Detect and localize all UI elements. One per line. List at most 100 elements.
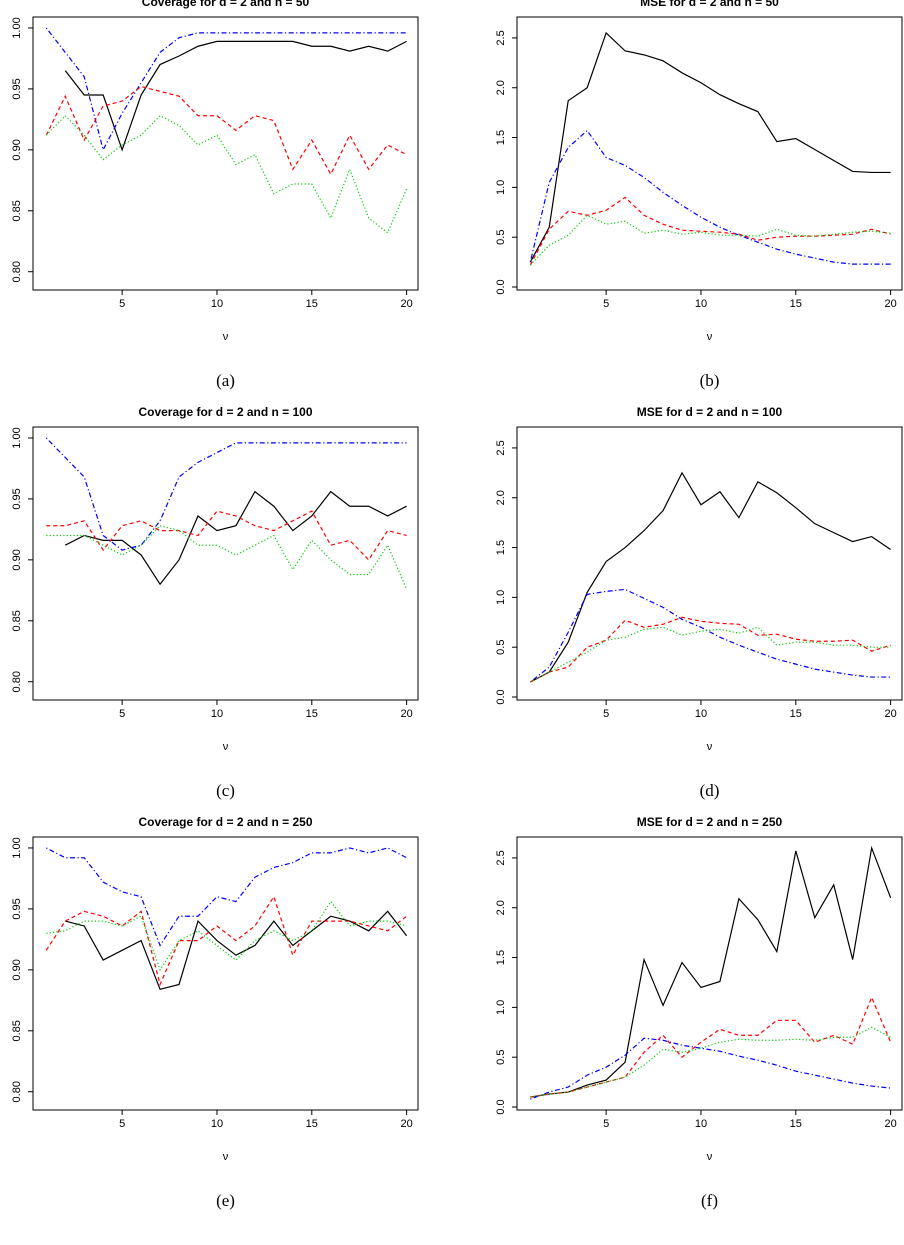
x-axis-label: ν [223, 1151, 229, 1163]
series-line [64, 40, 407, 152]
y-tick-label: 2.0 [495, 80, 507, 95]
x-tick-label: 15 [306, 708, 318, 720]
y-tick-label: 0.5 [495, 640, 507, 655]
plot-box [32, 16, 419, 291]
panel: Coverage for d = 2 and n = 50 5 10 15 20 0.80… [11, 0, 419, 390]
panel: MSE for d = 2 and n = 100 5 10 15 20 0.0 0.5 1.… [495, 405, 903, 800]
x-tick-label: 15 [790, 708, 802, 720]
y-tick-label: 0.5 [495, 1050, 507, 1065]
x-axis-label: ν [223, 331, 229, 343]
series-line [46, 510, 407, 561]
series-line [45, 27, 407, 152]
x-tick-label: 10 [695, 298, 707, 310]
plot-box [516, 16, 903, 291]
chart-title: Coverage for d = 2 and n = 100 [138, 405, 312, 419]
series-line [529, 196, 891, 266]
x-tick-label: 15 [306, 298, 318, 310]
panel: Coverage for d = 2 and n = 100 5 10 15 20 0.8… [11, 405, 419, 800]
y-tick-label: 0.80 [11, 671, 23, 692]
y-tick-label: 1.0 [495, 180, 507, 195]
x-tick-label: 5 [603, 1118, 609, 1130]
x-tick-label: 20 [884, 708, 896, 720]
series-line [45, 895, 407, 987]
x-tick-label: 10 [211, 1118, 223, 1130]
y-tick-label: 1.0 [495, 590, 507, 605]
y-tick-label: 0.80 [11, 1081, 23, 1102]
x-tick-label: 20 [400, 1118, 412, 1130]
plot-box [32, 836, 419, 1111]
y-tick-label: 1.00 [11, 837, 23, 858]
y-tick-label: 1.5 [495, 950, 507, 965]
x-tick-label: 5 [119, 1118, 125, 1130]
y-tick-label: 2.5 [495, 30, 507, 45]
chart-title: Coverage for d = 2 and n = 50 [142, 0, 310, 9]
x-tick-label: 10 [695, 708, 707, 720]
y-tick-label: 0.90 [11, 549, 23, 570]
series-line [530, 626, 891, 683]
series-line [46, 900, 407, 972]
y-tick-label: 0.95 [11, 78, 23, 99]
x-tick-label: 15 [790, 298, 802, 310]
x-axis-label: ν [223, 741, 229, 753]
plot-box [32, 426, 419, 701]
series-line [529, 31, 891, 263]
y-tick-label: 0.85 [11, 1020, 23, 1041]
plot-box [516, 426, 903, 701]
series-line [529, 129, 891, 265]
x-tick-label: 20 [884, 1118, 896, 1130]
y-tick-label: 2.5 [495, 850, 507, 865]
x-tick-label: 5 [119, 708, 125, 720]
y-tick-label: 1.5 [495, 540, 507, 555]
y-tick-label: 0.85 [11, 610, 23, 631]
caption: (c) [216, 781, 235, 800]
series-line [530, 471, 891, 683]
caption: (a) [216, 371, 235, 390]
y-tick-label: 1.00 [11, 17, 23, 38]
y-tick-label: 2.0 [495, 900, 507, 915]
series-line [530, 1026, 891, 1098]
x-axis-label: ν [707, 1151, 713, 1163]
y-tick-label: 2.0 [495, 490, 507, 505]
series-line [64, 490, 407, 586]
x-tick-label: 20 [400, 708, 412, 720]
y-tick-label: 0.0 [495, 279, 507, 294]
y-tick-label: 0.90 [11, 959, 23, 980]
chart-title: Coverage for d = 2 and n = 250 [138, 815, 312, 829]
panel: Coverage for d = 2 and n = 250 5 10 15 20 0.8… [11, 815, 419, 1210]
y-tick-label: 0.90 [11, 139, 23, 160]
caption: (e) [216, 1191, 235, 1210]
series-line [529, 588, 891, 683]
plot-box [516, 836, 903, 1111]
y-tick-label: 1.5 [495, 130, 507, 145]
caption: (d) [700, 781, 720, 800]
x-axis-label: ν [707, 741, 713, 753]
x-tick-label: 10 [211, 708, 223, 720]
x-axis-label: ν [707, 331, 713, 343]
y-tick-label: 1.00 [11, 427, 23, 448]
chart-title: MSE for d = 2 and n = 250 [637, 815, 783, 829]
series-line [46, 847, 407, 947]
series-line [45, 114, 408, 234]
series-line [65, 910, 408, 991]
x-tick-label: 10 [211, 298, 223, 310]
chart-title: MSE for d = 2 and n = 50 [640, 0, 779, 9]
x-tick-label: 5 [603, 298, 609, 310]
chart-title: MSE for d = 2 and n = 100 [637, 405, 783, 419]
y-tick-label: 0.95 [11, 898, 23, 919]
x-tick-label: 15 [306, 1118, 318, 1130]
caption: (f) [701, 1191, 718, 1210]
series-line [45, 85, 407, 176]
panel: MSE for d = 2 and n = 250 5 10 15 20 0.0 0.5 1.… [495, 815, 903, 1210]
x-tick-label: 20 [884, 298, 896, 310]
series-line [530, 1037, 891, 1100]
y-tick-label: 2.5 [495, 440, 507, 455]
x-tick-label: 5 [119, 298, 125, 310]
x-tick-label: 10 [695, 1118, 707, 1130]
series-line [530, 845, 892, 1098]
series-line [46, 525, 408, 590]
caption: (b) [700, 371, 720, 390]
y-tick-label: 0.95 [11, 488, 23, 509]
y-tick-label: 0.0 [495, 1099, 507, 1114]
y-tick-label: 0.80 [11, 261, 23, 282]
